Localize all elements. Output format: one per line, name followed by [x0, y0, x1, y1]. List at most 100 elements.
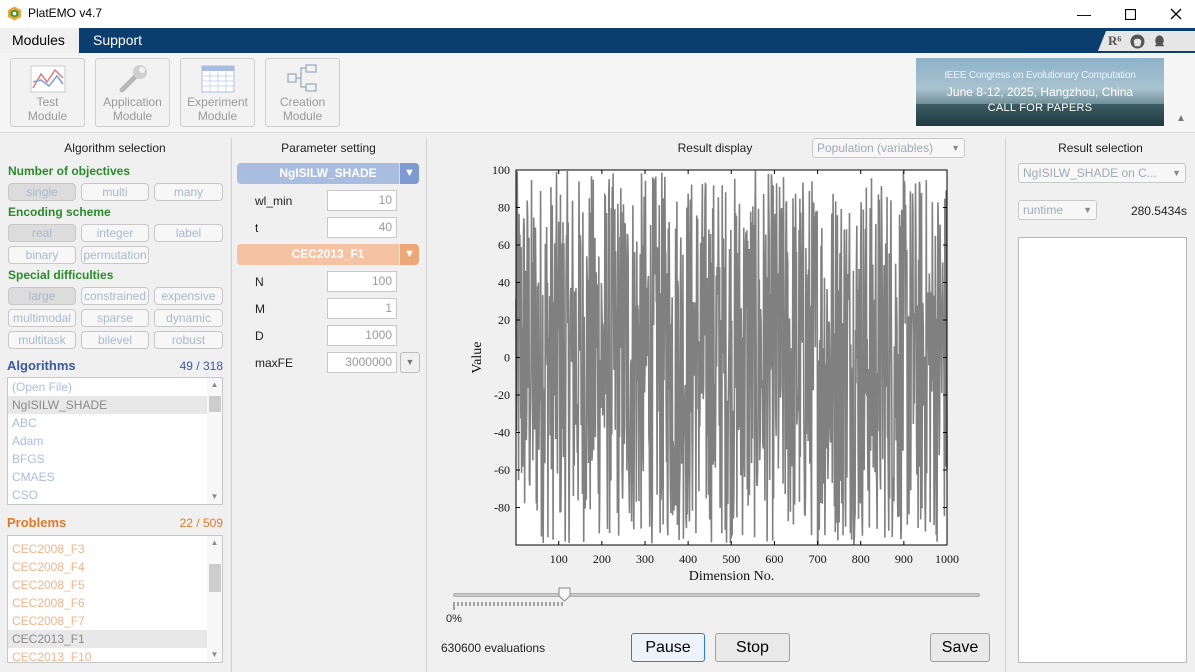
scroll-thumb[interactable] [209, 564, 221, 592]
menu-modules[interactable]: Modules [0, 28, 79, 53]
list-item[interactable]: CEC2008_F6 [12, 596, 85, 610]
application-module-button[interactable]: Application Module [95, 58, 170, 127]
encoding-heading: Encoding scheme [8, 205, 111, 219]
chip-expensive[interactable]: expensive [154, 287, 223, 305]
param-input-maxfe[interactable]: 3000000 [327, 352, 397, 373]
problems-list[interactable]: CEC2008_F3 CEC2008_F4 CEC2008_F5 CEC2008… [7, 535, 223, 663]
list-item[interactable]: CSO [12, 488, 39, 502]
stop-button[interactable]: Stop [715, 633, 790, 662]
toolbar: Test Module Application Module Experimen… [0, 53, 1195, 133]
progress-slider-thumb[interactable] [558, 587, 571, 602]
chip-constrained[interactable]: constrained [81, 287, 149, 305]
pause-button[interactable]: Pause [631, 633, 705, 662]
window-title: PlatEMO v4.7 [28, 6, 103, 20]
qq-icon[interactable] [1152, 34, 1167, 49]
result-list[interactable] [1018, 237, 1187, 663]
problems-scrollbar[interactable]: ▲ ▼ [207, 536, 222, 662]
y-tick-label: -40 [494, 426, 510, 440]
cec-banner[interactable]: IEEE Congress on Evolutionary Computatio… [916, 58, 1164, 126]
param-input-d[interactable]: 1000 [327, 325, 397, 346]
chip-single[interactable]: single [8, 183, 76, 201]
test-module-button[interactable]: Test Module [10, 58, 85, 127]
chip-multitask[interactable]: multitask [8, 331, 76, 349]
scroll-down-icon[interactable]: ▼ [210, 650, 219, 659]
chip-real[interactable]: real [8, 224, 76, 242]
scroll-thumb[interactable] [209, 396, 221, 412]
application-module-label-1: Application [103, 95, 162, 109]
objectives-heading: Number of objectives [8, 164, 131, 178]
minimize-button[interactable]: — [1061, 0, 1107, 28]
chip-multi[interactable]: multi [81, 183, 149, 201]
param-input-t[interactable]: 40 [327, 217, 397, 238]
list-item-selected[interactable]: CEC2013_F1 [8, 630, 222, 648]
chip-integer[interactable]: integer [81, 224, 149, 242]
experiment-module-button[interactable]: Experiment Module [180, 58, 255, 127]
chevron-down-icon: ▼ [1083, 205, 1092, 215]
problem-param-name: CEC2013_F1 [291, 247, 365, 261]
param-input-n[interactable]: 100 [327, 271, 397, 292]
view-select-value: Population (variables) [817, 141, 934, 155]
y-tick-label: 20 [498, 313, 510, 327]
list-item[interactable]: BFGS [12, 452, 45, 466]
list-item[interactable]: CEC2008_F5 [12, 578, 85, 592]
list-item[interactable]: CEC2008_F4 [12, 560, 85, 574]
view-select[interactable]: Population (variables) ▼ [812, 138, 965, 158]
maxfe-dropdown-button[interactable]: ▼ [400, 352, 420, 373]
list-item[interactable]: Adam [12, 434, 44, 448]
r6-icon[interactable]: R⁶ [1108, 33, 1122, 48]
chip-label[interactable]: label [154, 224, 223, 242]
chip-bilevel[interactable]: bilevel [81, 331, 149, 349]
chip-robust[interactable]: robust [154, 331, 223, 349]
creation-module-button[interactable]: Creation Module [265, 58, 340, 127]
chip-binary[interactable]: binary [8, 246, 76, 264]
banner-line-2: June 8-12, 2025, Hangzhou, China [946, 85, 1134, 99]
maximize-icon [1124, 8, 1136, 20]
save-button[interactable]: Save [930, 633, 990, 662]
scroll-up-icon[interactable]: ▲ [210, 380, 219, 389]
param-input-m[interactable]: 1 [327, 298, 397, 319]
menu-support[interactable]: Support [93, 32, 143, 48]
chevron-down-icon[interactable]: ▼ [399, 244, 419, 265]
algorithm-param-header[interactable]: NgISILW_SHADE ▼ [237, 163, 419, 184]
param-label-maxfe: maxFE [255, 356, 294, 370]
test-module-icon [30, 65, 65, 93]
collapse-toolbar-icon[interactable]: ▲ [1176, 113, 1186, 124]
algorithms-list[interactable]: (Open File) NgISILW_SHADE ABC Adam BFGS … [7, 377, 223, 505]
chip-dynamic[interactable]: dynamic [154, 309, 223, 327]
list-item[interactable]: (Open File) [12, 380, 73, 394]
scroll-up-icon[interactable]: ▲ [210, 538, 219, 547]
chip-permutation[interactable]: permutation [81, 246, 149, 264]
chip-large[interactable]: large [8, 287, 76, 305]
list-item[interactable]: CEC2013_F10 [12, 650, 92, 663]
wrench-icon [119, 65, 147, 93]
github-icon[interactable] [1130, 34, 1145, 49]
x-tick-label: 800 [852, 552, 870, 566]
run-select[interactable]: NgISILW_SHADE on C... ▼ [1018, 163, 1186, 183]
list-item[interactable]: CMAES [12, 470, 55, 484]
list-item-selected[interactable]: NgISILW_SHADE [8, 396, 222, 414]
param-label-n: N [255, 275, 264, 289]
chevron-down-icon[interactable]: ▼ [399, 163, 419, 184]
metric-select[interactable]: runtime ▼ [1018, 200, 1097, 220]
banner-line-3: CALL FOR PAPERS [987, 102, 1093, 114]
list-item[interactable]: CEC2008_F3 [12, 542, 85, 556]
list-item[interactable]: ABC [12, 416, 37, 430]
param-input-wl-min[interactable]: 10 [327, 190, 397, 211]
slider-label: 0% [446, 613, 462, 625]
close-button[interactable] [1153, 0, 1195, 28]
chip-sparse[interactable]: sparse [81, 309, 149, 327]
result-display-title: Result display [677, 141, 753, 155]
chip-multimodal[interactable]: multimodal [8, 309, 76, 327]
scroll-down-icon[interactable]: ▼ [210, 492, 219, 501]
chip-many[interactable]: many [154, 183, 223, 201]
algorithms-scrollbar[interactable]: ▲ ▼ [207, 378, 222, 504]
population-series-line [515, 170, 948, 545]
banner-line-1: IEEE Congress on Evolutionary Computatio… [944, 70, 1136, 81]
problem-param-header[interactable]: CEC2013_F1 ▼ [237, 244, 419, 265]
y-tick-label: 100 [492, 163, 510, 177]
banner-water [916, 104, 1164, 126]
list-item[interactable]: CEC2008_F7 [12, 614, 85, 628]
maximize-button[interactable] [1107, 0, 1153, 28]
chevron-down-icon: ▼ [951, 143, 960, 153]
progress-slider-track[interactable] [453, 593, 980, 597]
